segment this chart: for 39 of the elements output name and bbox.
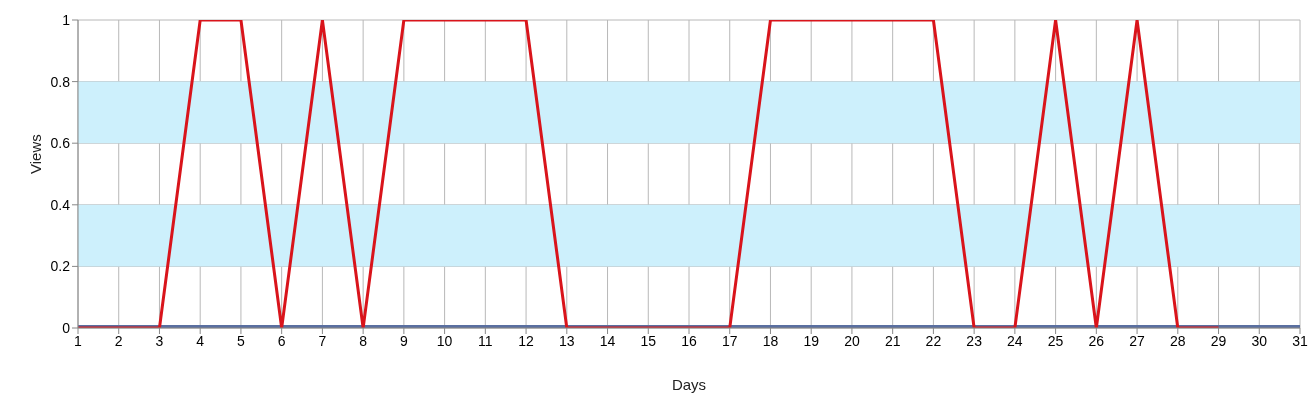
- x-tick-label: 22: [925, 332, 942, 349]
- x-tick-label: 9: [399, 332, 408, 349]
- x-tick-label: 2: [114, 332, 123, 349]
- y-tick-label: 0.8: [50, 73, 71, 90]
- x-tick-label: 31: [1292, 332, 1308, 349]
- x-tick-label: 11: [478, 332, 493, 349]
- y-tick-label: 1: [62, 11, 71, 28]
- x-tick-label: 30: [1251, 332, 1268, 349]
- x-tick-label: 10: [436, 332, 453, 349]
- y-tick-label: 0.6: [50, 135, 71, 152]
- x-tick-label: 5: [237, 332, 246, 349]
- x-tick-label: 7: [318, 332, 327, 349]
- y-axis-title: Views: [27, 134, 45, 174]
- y-tick-label: 0: [62, 319, 71, 336]
- x-tick-label: 29: [1210, 332, 1227, 349]
- x-tick-label: 19: [803, 332, 820, 349]
- x-axis-title: Days: [671, 376, 707, 393]
- x-tick-label: 4: [196, 332, 205, 349]
- x-tick-label: 6: [277, 332, 286, 349]
- x-tick-label: 14: [599, 332, 616, 349]
- x-tick-label: 27: [1129, 332, 1146, 349]
- x-tick-label: 18: [762, 332, 779, 349]
- x-tick-label: 12: [518, 332, 535, 349]
- x-tick-label: 15: [640, 332, 657, 349]
- y-tick-label: 0.2: [50, 258, 71, 275]
- x-tick-label: 13: [559, 332, 575, 349]
- x-tick-label: 21: [884, 332, 901, 349]
- x-tick-label: 8: [359, 332, 368, 349]
- x-tick-label: 3: [155, 332, 164, 349]
- x-tick-label: 25: [1047, 332, 1064, 349]
- x-tick-label: 24: [1007, 332, 1023, 349]
- x-tick-label: 1: [74, 332, 83, 349]
- x-tick-label: 23: [966, 332, 983, 349]
- x-tick-label: 17: [721, 332, 738, 349]
- x-tick-label: 26: [1088, 332, 1105, 349]
- y-tick-label: 0.4: [50, 196, 71, 213]
- x-tick-label: 16: [681, 332, 697, 349]
- x-tick-label: 20: [844, 332, 860, 349]
- x-tick-label: 28: [1170, 332, 1186, 349]
